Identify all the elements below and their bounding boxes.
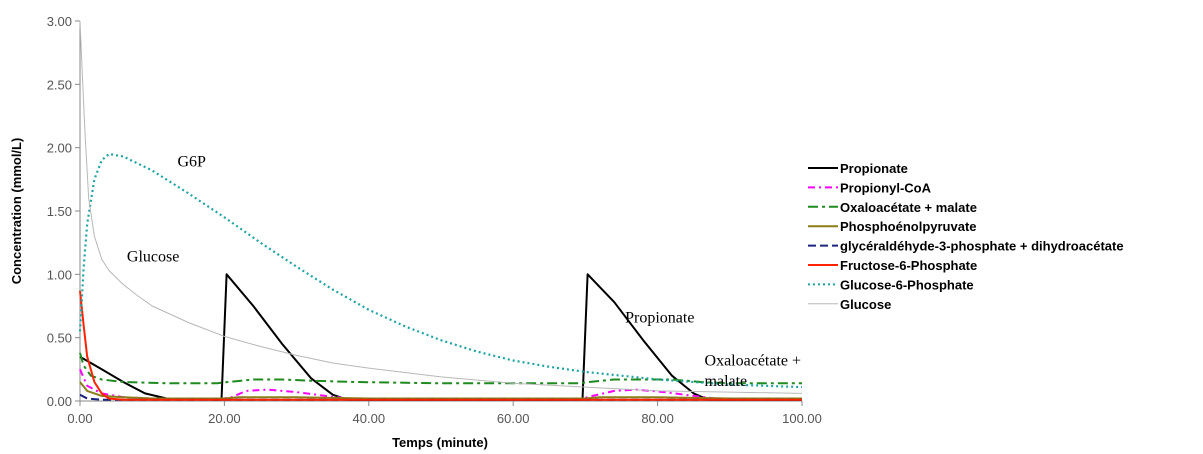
- y-tick-label: 2.50: [47, 77, 72, 92]
- y-tick-label: 0.00: [47, 394, 72, 409]
- legend-entry-label: Phosphoénolpyruvate: [840, 219, 977, 234]
- annotation-label: Propionate: [625, 309, 694, 326]
- x-tick-label: 100.00: [782, 411, 822, 426]
- series-line-6: [79, 290, 802, 401]
- annotation-label: malate: [705, 373, 748, 390]
- x-axis-title: Temps (minute): [392, 435, 488, 450]
- series-line-8: [79, 20, 803, 394]
- x-tick-label: 0.00: [67, 411, 92, 426]
- x-tick-label: 20.00: [208, 411, 241, 426]
- x-tick-label: 40.00: [353, 411, 386, 426]
- y-tick-label: 2.00: [47, 141, 72, 156]
- x-tick-label: 80.00: [641, 411, 674, 426]
- y-tick-label: 3.00: [47, 14, 72, 29]
- annotation-label: Glucose: [127, 249, 179, 266]
- legend-entry-label: Oxaloacétate + malate: [840, 200, 977, 215]
- annotation-label: Oxaloacétate +: [705, 353, 802, 370]
- y-tick-label: 0.50: [47, 331, 72, 346]
- legend-entry-label: Glucose: [840, 297, 891, 312]
- y-tick-label: 1.50: [47, 204, 72, 219]
- axes: 0.00 0.50 1.00 1.50 2.00 2.50 3.00 0.00 20.00 40.…: [47, 14, 822, 426]
- legend-entry-label: Propionyl-CoA: [840, 180, 932, 195]
- series-layer: [78, 20, 803, 401]
- legend: Propionate Propionyl-CoA Oxaloacétate + ma…: [808, 161, 1124, 312]
- annotations: G6P Glucose Propionate Oxaloacétate + malate: [127, 154, 801, 390]
- annotation-label: G6P: [177, 154, 206, 171]
- series-line-3: [79, 352, 802, 385]
- series-line-2: [79, 368, 802, 401]
- series-line-7: [78, 152, 803, 389]
- legend-entry-label: Propionate: [840, 161, 908, 176]
- legend-entry-label: Glucose-6-Phosphate: [840, 277, 974, 292]
- legend-entry-label: glycéraldéhyde-3-phosphate + dihydroacét…: [840, 239, 1124, 254]
- x-tick-label: 60.00: [497, 411, 530, 426]
- series-line-1: [79, 273, 802, 401]
- y-axis-title: Concentration (mmol/L): [9, 138, 24, 285]
- legend-entry-label: Fructose-6-Phosphate: [840, 258, 977, 273]
- y-tick-label: 1.00: [47, 267, 72, 282]
